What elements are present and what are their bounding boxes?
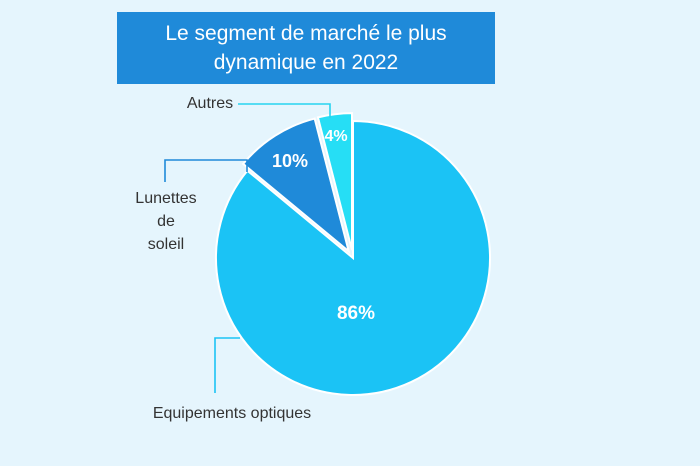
- chart-title: Le segment de marché le plus dynamique e…: [117, 12, 495, 84]
- value-label-equipements: 86%: [337, 303, 375, 324]
- leader-line-autres: [238, 103, 331, 118]
- pie-slices: [215, 112, 491, 396]
- leader-line-lunettes: [164, 159, 248, 182]
- value-label-lunettes: 10%: [272, 151, 308, 171]
- chart-title-line-1: Le segment de marché le plus: [165, 22, 447, 45]
- label-lunettes-line-2: de: [157, 213, 175, 230]
- label-lunettes-line-1: Lunettes: [135, 190, 196, 207]
- pie-slice-equipements-optiques: [215, 119, 491, 396]
- pie-slice-autres: [316, 112, 353, 251]
- label-equipements: Equipements optiques: [153, 405, 311, 422]
- label-lunettes-line-3: soleil: [148, 236, 184, 253]
- pie-slice-lunettes-de-soleil: [241, 117, 351, 254]
- value-label-autres: 4%: [324, 128, 347, 145]
- chart-title-line-2: dynamique en 2022: [213, 51, 399, 74]
- leader-line-equipements: [214, 337, 240, 393]
- label-autres: Autres: [187, 95, 233, 112]
